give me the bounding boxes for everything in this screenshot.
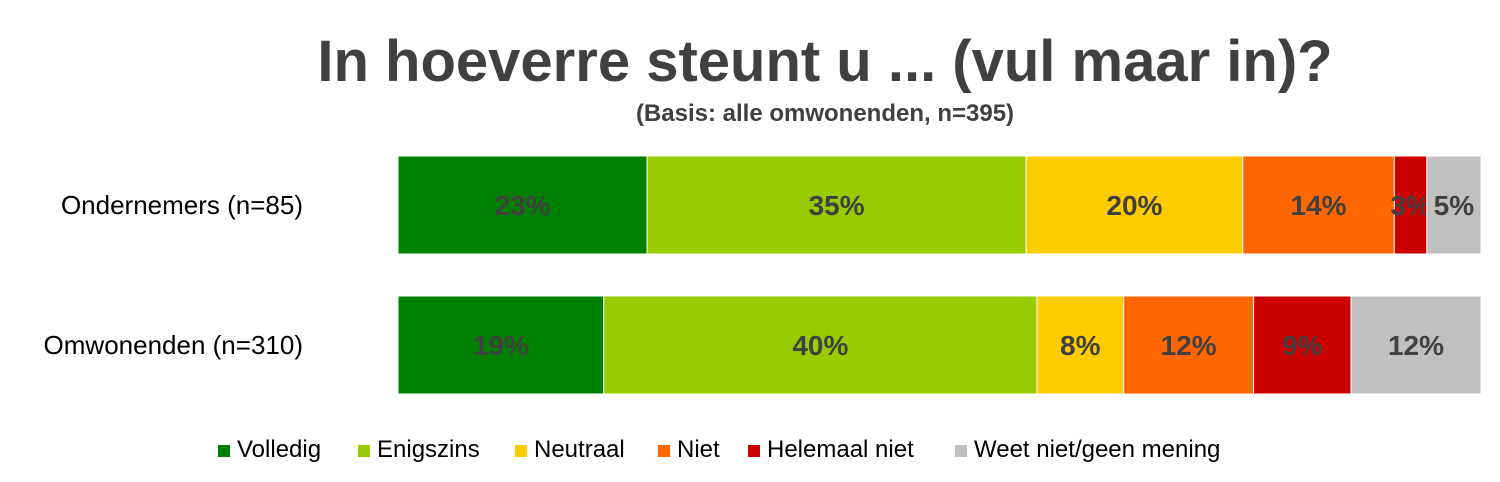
bar-segment-omwonenden-volledig — [397, 295, 605, 395]
category-label-ondernemers: Ondernemers (n=85) — [61, 190, 303, 220]
data-label-omwonenden-weet-niet-geen-mening: 12% — [1388, 330, 1444, 361]
legend-label-enigszins: Enigszins — [377, 436, 480, 463]
chart-subtitle: (Basis: alle omwonenden, n=395) — [635, 100, 1015, 127]
bar-segment-omwonenden-neutraal — [1036, 295, 1125, 395]
bar-segment-omwonenden-helemaal-niet — [1253, 295, 1352, 395]
category-labels-group: Ondernemers (n=85) Omwonenden (n=310) — [44, 190, 303, 360]
data-label-omwonenden-enigszins: 40% — [792, 330, 848, 361]
legend-swatch-neutraal — [515, 445, 527, 457]
legend-label-niet: Niet — [677, 436, 720, 463]
bar-segment-ondernemers-helemaal-niet — [1393, 155, 1428, 255]
data-label-ondernemers-niet: 14% — [1291, 190, 1347, 221]
bar-segment-ondernemers-neutraal — [1025, 155, 1244, 255]
data-label-omwonenden-volledig: 19% — [473, 330, 529, 361]
legend-label-weet-niet-geen-mening: Weet niet/geen mening — [974, 436, 1220, 463]
legend-swatch-enigszins — [358, 445, 370, 457]
data-label-ondernemers-weet-niet-geen-mening: 5% — [1434, 190, 1475, 221]
data-label-ondernemers-helemaal-niet: 3% — [1390, 190, 1431, 221]
data-label-omwonenden-niet: 12% — [1161, 330, 1217, 361]
legend-swatch-weet-niet-geen-mening — [955, 445, 967, 457]
data-label-omwonenden-neutraal: 8% — [1060, 330, 1101, 361]
bar-segment-ondernemers-niet — [1242, 155, 1395, 255]
bar-segment-ondernemers-volledig — [397, 155, 648, 255]
bars-group: 23% 35% 20% 14% 3% 5% 19% 40% 8% 12% 9% 12% — [397, 155, 1482, 395]
bar-segment-omwonenden-weet-niet-geen-mening — [1350, 295, 1482, 395]
legend-swatch-niet — [658, 445, 670, 457]
legend-label-helemaal-niet: Helemaal niet — [767, 436, 914, 463]
legend-label-neutraal: Neutraal — [534, 436, 625, 463]
chart-title: In hoeverre steunt u ... (vul maar in)? — [317, 29, 1333, 94]
legend-label-volledig: Volledig — [237, 436, 321, 463]
bar-segment-omwonenden-enigszins — [603, 295, 1038, 395]
legend: Volledig Enigszins Neutraal Niet Helemaal ni… — [218, 436, 1220, 463]
data-label-omwonenden-helemaal-niet: 9% — [1282, 330, 1323, 361]
data-label-ondernemers-enigszins: 35% — [809, 190, 865, 221]
bar-segment-omwonenden-niet — [1123, 295, 1255, 395]
bar-segment-ondernemers-weet-niet-geen-mening — [1426, 155, 1482, 255]
legend-swatch-volledig — [218, 445, 230, 457]
category-label-omwonenden: Omwonenden (n=310) — [44, 330, 303, 360]
data-label-ondernemers-neutraal: 20% — [1106, 190, 1162, 221]
data-label-ondernemers-volledig: 23% — [495, 190, 551, 221]
legend-swatch-helemaal-niet — [748, 445, 760, 457]
